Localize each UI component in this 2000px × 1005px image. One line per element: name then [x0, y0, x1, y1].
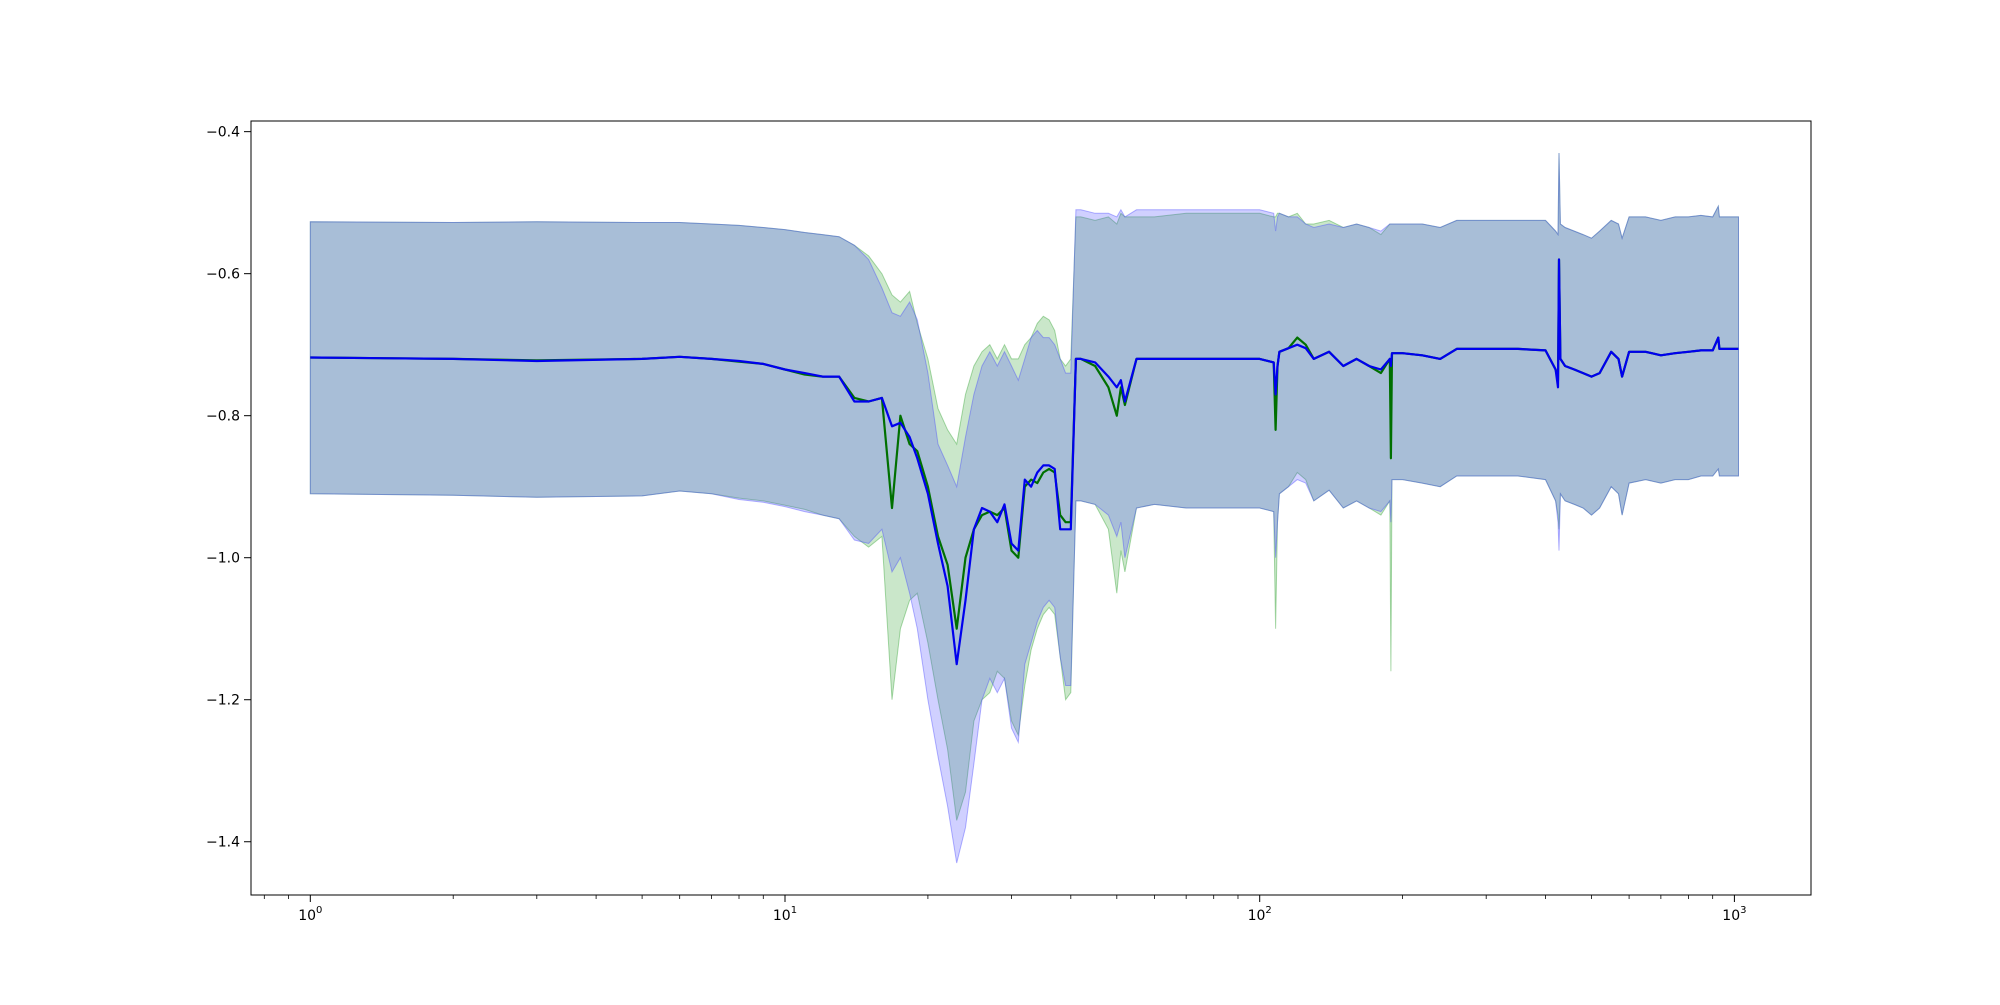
y-tick-label: −0.4	[206, 125, 240, 141]
x-axis: 100 101 102 103	[263, 895, 1747, 924]
confidence-band-2	[309, 152, 1739, 864]
plot-area-frame	[250, 120, 1812, 896]
x-tick-label: 103	[1722, 905, 1746, 924]
x-tick-label: 101	[773, 905, 797, 924]
series-line-2	[310, 258, 1739, 666]
x-tick-label: 102	[1248, 905, 1272, 924]
y-tick-label: −0.8	[206, 409, 240, 425]
y-tick-label: −1.0	[206, 551, 240, 567]
x-tick-label: 100	[298, 905, 322, 924]
y-tick-label: −1.2	[206, 693, 240, 709]
series-lines	[310, 258, 1739, 666]
confidence-bands	[309, 152, 1739, 864]
y-tick-label: −1.4	[206, 835, 240, 851]
y-tick-label: −0.6	[206, 267, 240, 283]
y-axis: −0.4 −0.6 −0.8 −1.0 −1.2 −1.4	[206, 125, 251, 851]
